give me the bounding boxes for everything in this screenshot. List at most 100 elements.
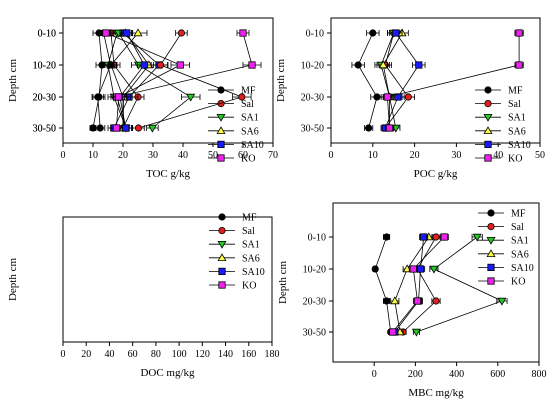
- data-point: [123, 29, 131, 37]
- series-ko: [380, 29, 524, 132]
- x-tick-label: 180: [265, 349, 280, 360]
- legend-label: SA10: [242, 267, 265, 278]
- legend-marker: [483, 114, 493, 122]
- data-point: [102, 29, 110, 37]
- legend-label: KO: [241, 154, 255, 165]
- data-point: [385, 124, 394, 132]
- data-point: [432, 297, 440, 305]
- y-tick-label: 20-30: [33, 93, 56, 104]
- data-point: [389, 328, 397, 336]
- x-axis-label: MBC mg/kg: [408, 387, 464, 399]
- data-point: [107, 61, 115, 69]
- x-tick-label: 70: [268, 150, 278, 161]
- y-tick-label: 30-50: [33, 124, 56, 135]
- legend-marker: [484, 100, 492, 108]
- legend-marker: [217, 253, 227, 262]
- legend-label: MF: [241, 86, 256, 97]
- legend-marker: [218, 267, 226, 276]
- data-point: [383, 93, 392, 101]
- y-tick-label: 0-10: [306, 29, 324, 40]
- x-tick-label: 0: [61, 150, 66, 161]
- data-point: [140, 61, 148, 69]
- series-line: [116, 32, 253, 129]
- legend-marker: [487, 263, 495, 272]
- plot-frame: [332, 202, 540, 363]
- data-point: [415, 61, 423, 69]
- data-point: [176, 61, 184, 69]
- legend-marker: [484, 140, 492, 148]
- data-point: [390, 296, 400, 305]
- data-point: [440, 233, 448, 241]
- legend-label: SA1: [508, 113, 526, 124]
- legend-marker: [484, 154, 492, 162]
- data-point: [112, 124, 121, 132]
- legend-marker: [486, 249, 496, 258]
- series-sal: [132, 29, 252, 132]
- panel-mbc: 0 200 400 600 800 MBC mg/kg 0-10 10-20 20-30 30-5…: [277, 202, 547, 399]
- series-mf: [371, 233, 395, 336]
- series-ko: [389, 233, 449, 336]
- series-line: [384, 32, 409, 129]
- x-tick-label: 40: [178, 150, 188, 161]
- x-tick-label: 50: [208, 150, 218, 161]
- data-point: [147, 124, 157, 133]
- series-line: [374, 236, 392, 333]
- data-point: [382, 233, 391, 241]
- legend-marker: [216, 114, 226, 122]
- legend-label: SA6: [511, 249, 529, 260]
- legend-label: MF: [511, 209, 526, 220]
- series-line: [97, 32, 112, 129]
- plot-frame: [62, 17, 274, 144]
- legend: MF Sal SA1 SA6 SA10 KO: [475, 86, 531, 165]
- series-line: [138, 32, 244, 129]
- y-tick-label: 20-30: [33, 93, 56, 104]
- data-point: [156, 61, 165, 69]
- y-tick-label: 20-30: [303, 297, 326, 308]
- x-tick-label: 50: [535, 150, 545, 161]
- data-point: [394, 93, 402, 101]
- legend-label: SA6: [508, 126, 526, 137]
- series-sa1: [411, 233, 508, 337]
- legend-marker: [217, 154, 225, 162]
- x-tick-label: 80: [151, 349, 161, 360]
- series-sa10: [112, 29, 152, 132]
- legend-label: SA10: [508, 140, 531, 151]
- series-line: [416, 236, 503, 333]
- series-line: [119, 32, 145, 129]
- legend-label: Sal: [242, 226, 255, 237]
- data-point: [497, 297, 507, 306]
- y-tick-label: 30-50: [301, 124, 324, 135]
- x-tick-label: 600: [490, 369, 505, 380]
- data-point: [515, 61, 523, 69]
- series-sal: [378, 29, 416, 132]
- x-tick-label: 0: [329, 150, 334, 161]
- series-sa10: [380, 29, 426, 132]
- x-tick-label: 40: [104, 349, 114, 360]
- series-sa1: [374, 29, 401, 133]
- x-axis-label: TOC g/kg: [146, 168, 191, 180]
- legend-label: SA1: [241, 113, 259, 124]
- legend-marker: [487, 277, 495, 285]
- x-tick-label: 20: [410, 150, 420, 161]
- y-tick-label: 0-10: [38, 29, 56, 40]
- x-axis-label: POC g/kg: [414, 168, 458, 180]
- series-ko: [100, 29, 190, 132]
- x-tick-label: 0: [372, 369, 377, 380]
- data-point: [409, 265, 417, 273]
- x-tick-label: 140: [218, 349, 233, 360]
- panel-poc: 0 10 20 30 40 50 POC g/kg 0-10 10-20 20-30 30-50 De…: [275, 17, 545, 180]
- data-point: [371, 265, 379, 273]
- y-tick-label: 10-20: [33, 61, 56, 72]
- legend-marker: [484, 86, 492, 94]
- data-point: [420, 233, 428, 241]
- data-point: [134, 124, 143, 132]
- x-tick-label: 10: [88, 150, 98, 161]
- legend-label: SA1: [242, 240, 260, 251]
- x-tick-label: 0: [61, 349, 66, 360]
- data-point: [115, 93, 123, 101]
- y-tick-label: 10-20: [33, 61, 56, 72]
- legend-marker: [218, 213, 226, 221]
- series-line: [105, 32, 182, 129]
- series-mf: [351, 29, 384, 132]
- legend-marker: [487, 209, 495, 217]
